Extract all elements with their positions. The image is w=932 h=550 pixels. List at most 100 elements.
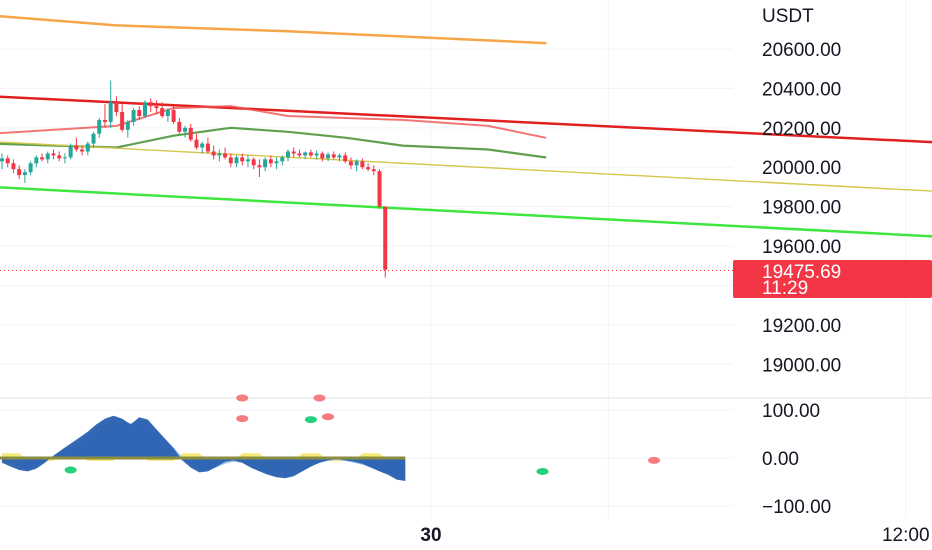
candle — [68, 143, 73, 160]
candle-body — [160, 108, 165, 116]
candle — [383, 206, 388, 278]
candle-body — [308, 152, 313, 156]
price-tick-label: 19800.00 — [762, 198, 841, 219]
osc-marker — [64, 466, 77, 474]
candle — [57, 151, 62, 162]
overlay-red-band — [0, 95, 932, 144]
candle — [377, 169, 382, 209]
candle-body — [171, 110, 176, 122]
candle — [331, 151, 336, 160]
time-axis[interactable]: 30 12:00 — [420, 525, 929, 546]
candle — [125, 119, 130, 138]
candle-body — [45, 153, 50, 160]
osc-main-area — [2, 415, 406, 481]
candle — [326, 152, 331, 162]
price-tick-label: 20400.00 — [762, 79, 841, 100]
candle-body — [188, 127, 193, 140]
candle — [28, 161, 33, 176]
candle-body — [211, 151, 216, 156]
candle — [320, 151, 325, 162]
candle — [91, 131, 96, 148]
candle — [337, 153, 342, 162]
candlestick-series — [0, 80, 388, 278]
candle-body — [251, 159, 256, 166]
candle — [80, 145, 85, 156]
candle — [303, 151, 308, 160]
candle-body — [280, 157, 285, 162]
candle — [85, 141, 90, 156]
osc-marker — [322, 413, 335, 421]
candle — [268, 155, 273, 168]
candle — [165, 108, 170, 122]
candle — [74, 137, 79, 152]
candle — [280, 155, 285, 166]
last-price-value: 19475.69 — [762, 262, 841, 283]
candle — [51, 149, 56, 160]
price-tick-label: 19000.00 — [762, 355, 841, 376]
candle — [371, 165, 376, 176]
candle — [308, 149, 313, 158]
osc-tick-label: 100.00 — [762, 401, 820, 422]
candle — [297, 149, 302, 158]
last-price-tag: 19475.69 11:29 — [733, 260, 932, 299]
candle — [120, 104, 125, 132]
candle — [354, 159, 359, 172]
candle-body — [74, 145, 79, 150]
candle-body — [297, 153, 302, 156]
candle — [314, 150, 319, 160]
price-axis[interactable]: USDT 20600.00 20400.00 20200.00 20000.00 198… — [762, 6, 841, 518]
candle — [114, 96, 119, 116]
candle — [154, 100, 159, 115]
overlay-yellow-band — [0, 141, 932, 192]
candle-body — [17, 169, 22, 176]
candle-body — [263, 159, 268, 168]
candle — [366, 163, 371, 172]
candle-body — [40, 157, 45, 160]
candle-body — [291, 151, 296, 154]
candle — [245, 155, 250, 168]
candle — [34, 155, 39, 168]
candle-body — [177, 121, 182, 132]
candle — [257, 159, 262, 178]
candle-body — [234, 157, 239, 164]
candle-body — [125, 121, 130, 130]
overlay-green-band — [0, 186, 932, 238]
candle — [148, 98, 153, 113]
candle-body — [143, 102, 147, 116]
price-tick-label: 20600.00 — [762, 40, 841, 61]
price-tick-label: 20000.00 — [762, 158, 841, 179]
candle-body — [205, 143, 210, 152]
candle-body — [57, 155, 62, 159]
candle — [291, 147, 296, 158]
candle — [205, 137, 210, 154]
candle-body — [148, 102, 153, 107]
candle — [263, 157, 268, 172]
candle-body — [114, 102, 119, 113]
overlay-orange — [0, 14, 547, 45]
candle-body — [337, 155, 342, 158]
price-tick-label: 19600.00 — [762, 237, 841, 258]
overlay-green-ma — [0, 126, 547, 159]
candle — [17, 165, 22, 180]
candle — [211, 145, 216, 160]
osc-marker — [648, 456, 661, 464]
candle — [160, 102, 165, 118]
candle — [22, 169, 27, 183]
candle — [45, 151, 50, 164]
currency-label: USDT — [762, 6, 814, 27]
candle — [188, 123, 193, 142]
candle — [40, 153, 45, 162]
candle — [102, 104, 107, 128]
candle-body — [194, 139, 199, 148]
candle-body — [360, 161, 365, 168]
candle-body — [331, 154, 336, 158]
candle — [234, 155, 239, 168]
candle-body — [377, 171, 382, 207]
candle-body — [22, 172, 27, 176]
candle-body — [240, 157, 245, 162]
candle — [360, 158, 365, 170]
candle-body — [97, 119, 102, 134]
candle-body — [348, 161, 353, 166]
candle — [5, 155, 10, 168]
